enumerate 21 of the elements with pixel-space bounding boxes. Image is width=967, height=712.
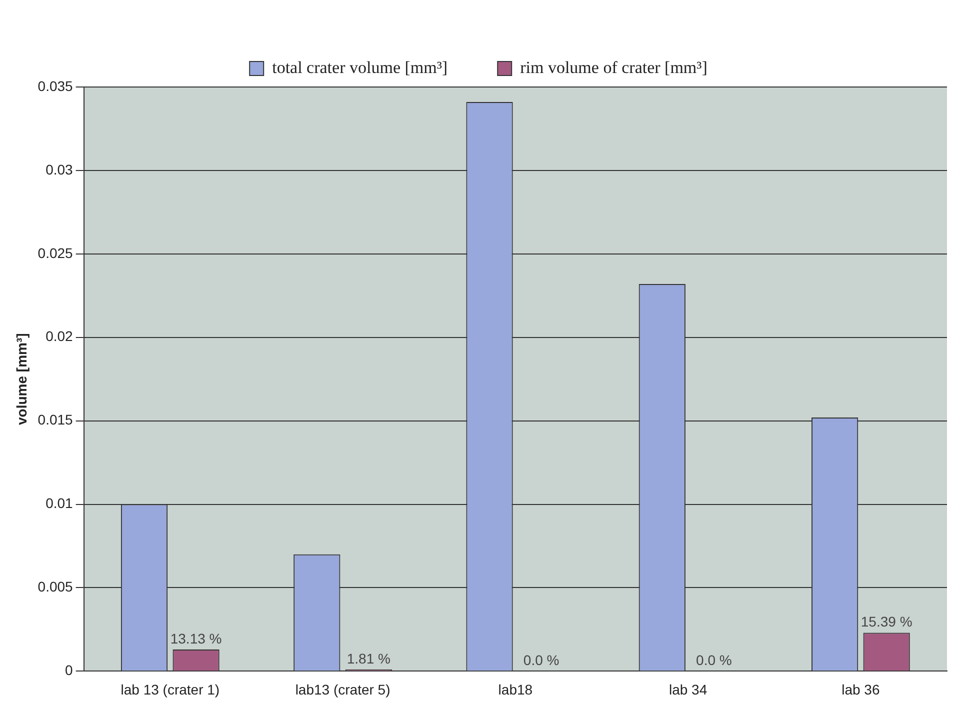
- annotation: 15.39 %: [860, 614, 912, 630]
- x-tick-label: lab 36: [842, 681, 880, 698]
- y-tick-label: 0: [65, 662, 74, 678]
- annotation: 1.81 %: [346, 650, 390, 666]
- annotation: 13.13 %: [170, 630, 222, 646]
- y-tick-label: 0.035: [38, 78, 74, 94]
- legend-label: rim volume of crater [mm³]: [520, 58, 708, 77]
- y-tick-label: 0.015: [38, 412, 74, 428]
- x-tick-label: lab 13 (crater 1): [120, 681, 220, 698]
- x-tick-label: lab18: [498, 681, 533, 698]
- y-tick-label: 0.01: [46, 495, 74, 512]
- x-tick-label: lab 34: [668, 681, 708, 698]
- annotation: 0.0 %: [696, 652, 732, 668]
- annotation: 0.0 %: [523, 652, 560, 668]
- y-tick-label: 0.03: [46, 161, 74, 178]
- x-tick-label: lab13 (crater 5): [295, 681, 390, 698]
- y-axis-title: volume [mm³]: [13, 333, 30, 425]
- y-tick-label: 0.025: [38, 244, 74, 261]
- y-tick-label: 0.02: [46, 328, 74, 344]
- legend-label: total crater volume [mm³]: [272, 58, 448, 77]
- y-tick-label: 0.005: [38, 578, 74, 595]
